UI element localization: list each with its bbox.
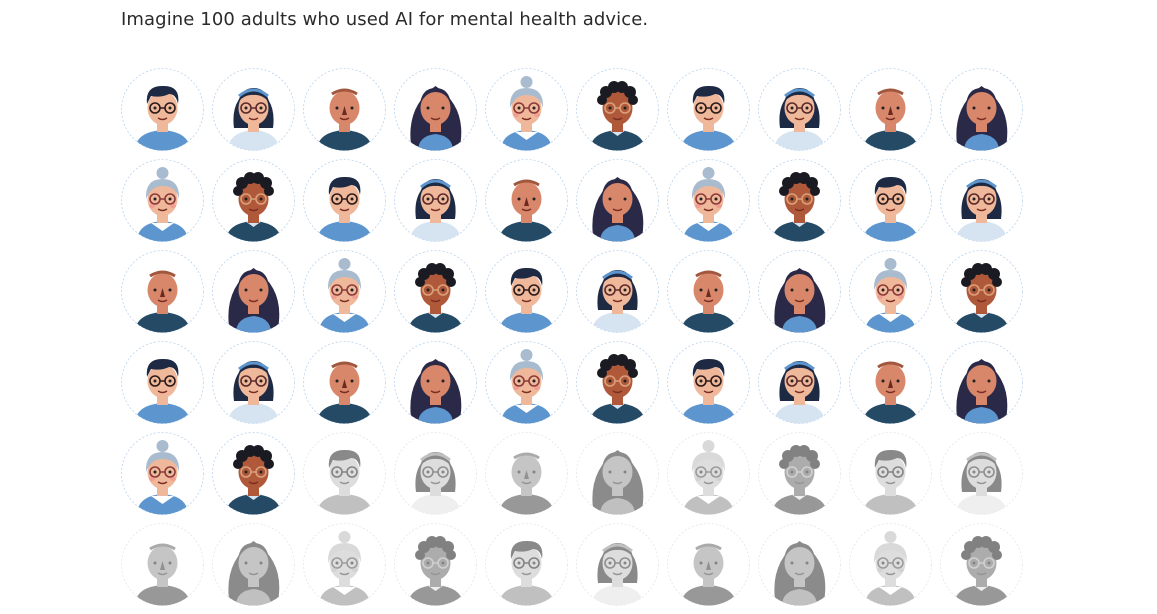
girl-headband-avatar (212, 68, 295, 151)
grandma-bun-avatar (121, 432, 204, 515)
curly-woman-avatar (212, 523, 295, 606)
bald-man-avatar (303, 341, 386, 424)
bald-man-avatar (849, 341, 932, 424)
curly-woman-avatar (394, 341, 477, 424)
bald-man-avatar (667, 523, 750, 606)
curly-man-avatar (212, 432, 295, 515)
grandma-bun-avatar (485, 341, 568, 424)
grandma-bun-avatar (485, 68, 568, 151)
grandma-bun-avatar (849, 250, 932, 333)
boy-glasses-avatar (667, 68, 750, 151)
bald-man-avatar (485, 432, 568, 515)
bald-man-avatar (303, 68, 386, 151)
curly-woman-avatar (758, 523, 841, 606)
grandma-bun-avatar (303, 523, 386, 606)
bald-man-avatar (121, 250, 204, 333)
curly-man-avatar (212, 159, 295, 242)
girl-headband-avatar (940, 159, 1023, 242)
girl-headband-avatar (212, 341, 295, 424)
curly-man-avatar (394, 250, 477, 333)
curly-woman-avatar (394, 68, 477, 151)
curly-man-avatar (940, 250, 1023, 333)
curly-man-avatar (940, 523, 1023, 606)
curly-man-avatar (394, 523, 477, 606)
grandma-bun-avatar (667, 432, 750, 515)
headline: Imagine 100 adults who used AI for menta… (121, 9, 649, 30)
curly-man-avatar (758, 159, 841, 242)
girl-headband-avatar (758, 68, 841, 151)
boy-glasses-avatar (121, 68, 204, 151)
boy-glasses-avatar (303, 432, 386, 515)
curly-woman-avatar (576, 432, 659, 515)
grandma-bun-avatar (667, 159, 750, 242)
curly-woman-avatar (940, 341, 1023, 424)
curly-woman-avatar (940, 68, 1023, 151)
boy-glasses-avatar (303, 159, 386, 242)
curly-woman-avatar (758, 250, 841, 333)
curly-man-avatar (758, 432, 841, 515)
boy-glasses-avatar (667, 341, 750, 424)
boy-glasses-avatar (485, 523, 568, 606)
boy-glasses-avatar (121, 341, 204, 424)
bald-man-avatar (121, 523, 204, 606)
girl-headband-avatar (940, 432, 1023, 515)
boy-glasses-avatar (849, 159, 932, 242)
curly-man-avatar (576, 68, 659, 151)
grandma-bun-avatar (849, 523, 932, 606)
grandma-bun-avatar (303, 250, 386, 333)
boy-glasses-avatar (485, 250, 568, 333)
girl-headband-avatar (394, 432, 477, 515)
girl-headband-avatar (576, 523, 659, 606)
girl-headband-avatar (576, 250, 659, 333)
grandma-bun-avatar (121, 159, 204, 242)
bald-man-avatar (849, 68, 932, 151)
bald-man-avatar (667, 250, 750, 333)
girl-headband-avatar (758, 341, 841, 424)
girl-headband-avatar (394, 159, 477, 242)
curly-woman-avatar (576, 159, 659, 242)
boy-glasses-avatar (849, 432, 932, 515)
bald-man-avatar (485, 159, 568, 242)
curly-woman-avatar (212, 250, 295, 333)
curly-man-avatar (576, 341, 659, 424)
